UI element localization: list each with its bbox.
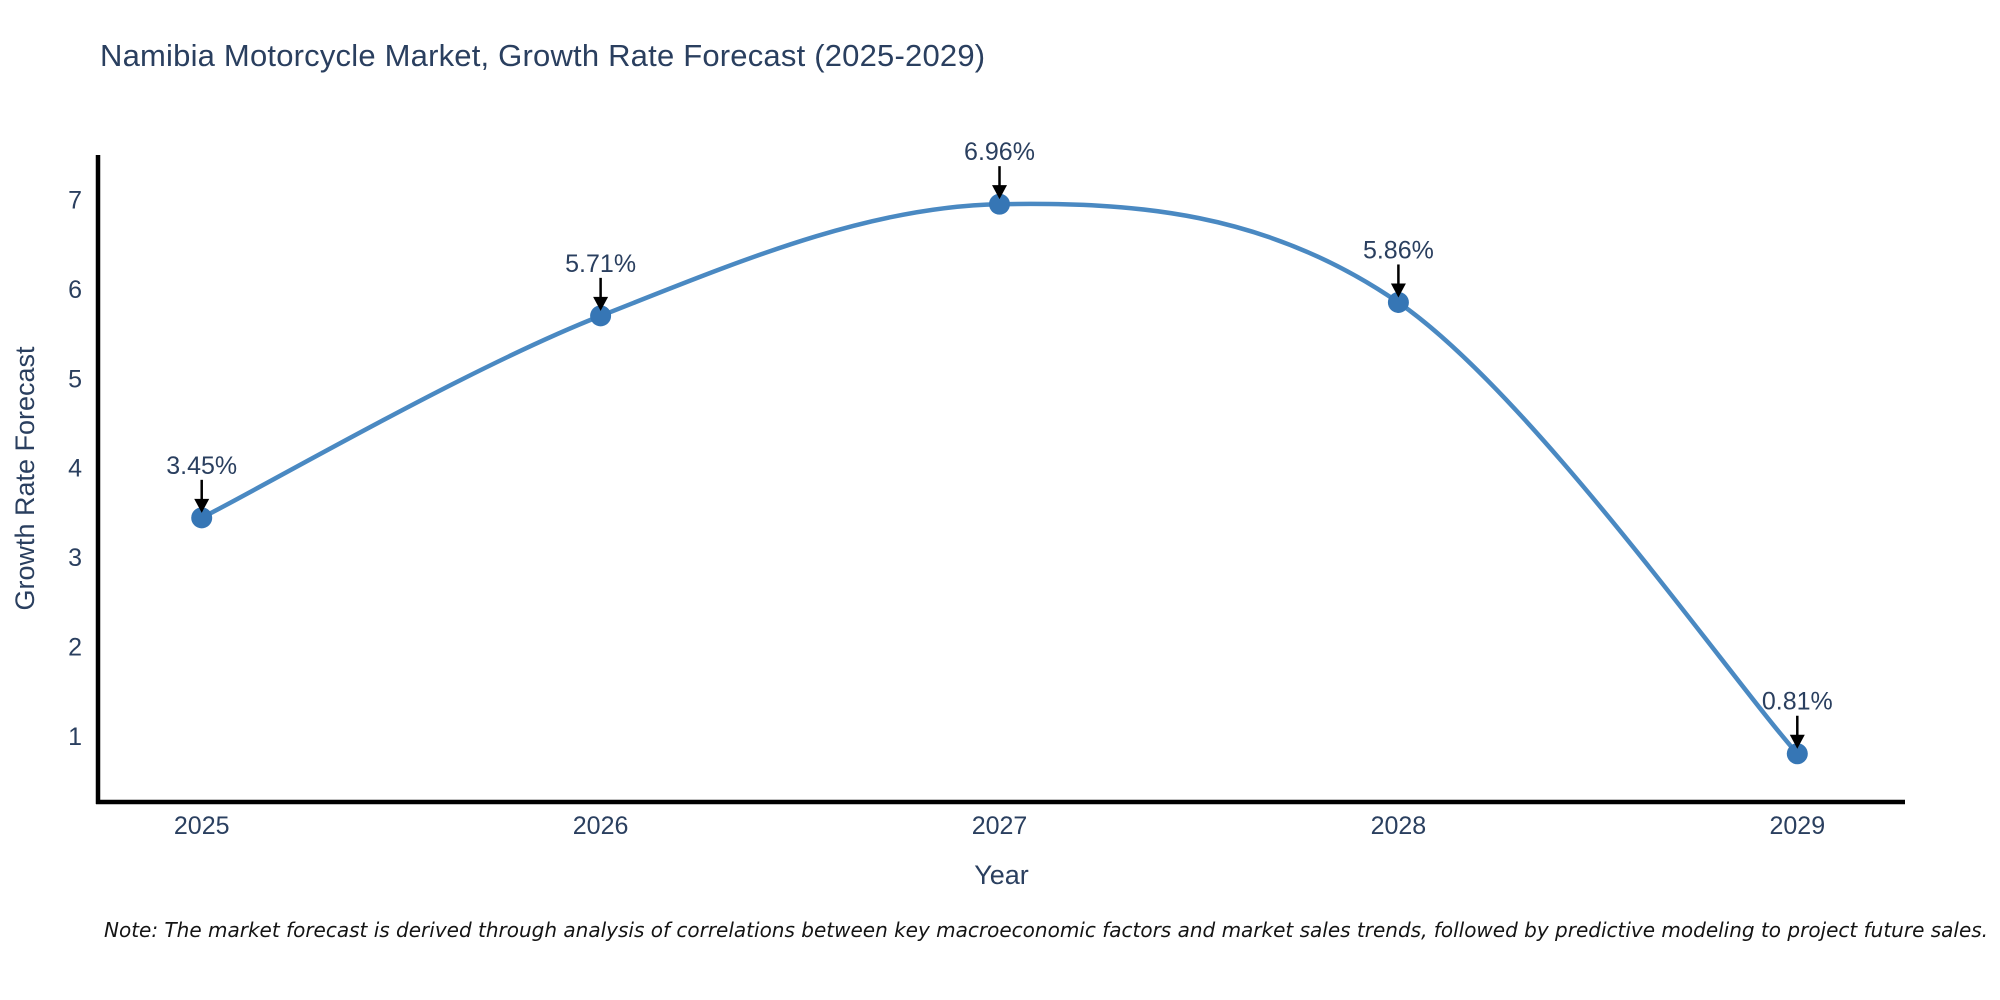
data-point-marker [1786, 743, 1808, 765]
x-axis-tick-label: 2028 [1371, 812, 1427, 840]
y-axis-tick-label: 6 [68, 276, 82, 304]
y-axis-tick-label: 3 [68, 544, 82, 572]
data-point-marker [989, 193, 1011, 215]
footnote: Note: The market forecast is derived thr… [104, 918, 1989, 942]
series-line [199, 201, 1800, 756]
annotation-arrowhead [1789, 734, 1805, 749]
y-axis-tick-label: 7 [68, 187, 82, 215]
annotation-arrowhead [992, 185, 1008, 200]
y-axis-tick-label: 4 [68, 455, 82, 483]
annotation-arrowhead [194, 498, 210, 513]
y-axis-tick-label: 2 [68, 633, 82, 661]
annotation-arrowhead [1390, 283, 1406, 298]
point-annotation-label: 5.71% [565, 250, 636, 278]
y-axis-title: Growth Rate Forecast [10, 346, 40, 611]
x-axis-title: Year [974, 860, 1029, 890]
data-point-marker [191, 507, 213, 529]
x-axis-tick-label: 2025 [174, 812, 230, 840]
point-annotation-label: 0.81% [1762, 688, 1833, 716]
chart-title: Namibia Motorcycle Market, Growth Rate F… [100, 38, 986, 73]
x-axis-tick-label: 2026 [573, 812, 629, 840]
point-annotation-label: 5.86% [1363, 236, 1434, 264]
x-axis-tick-label: 2029 [1769, 812, 1825, 840]
x-axis-tick-label: 2027 [972, 812, 1028, 840]
point-annotation-label: 3.45% [166, 452, 237, 480]
point-annotation-label: 6.96% [964, 138, 1035, 166]
y-axis-tick-label: 5 [68, 365, 82, 393]
annotation-arrowhead [593, 296, 609, 311]
data-point-marker [1387, 291, 1409, 313]
data-point-marker [590, 305, 612, 327]
y-axis-tick-label: 1 [68, 723, 82, 751]
